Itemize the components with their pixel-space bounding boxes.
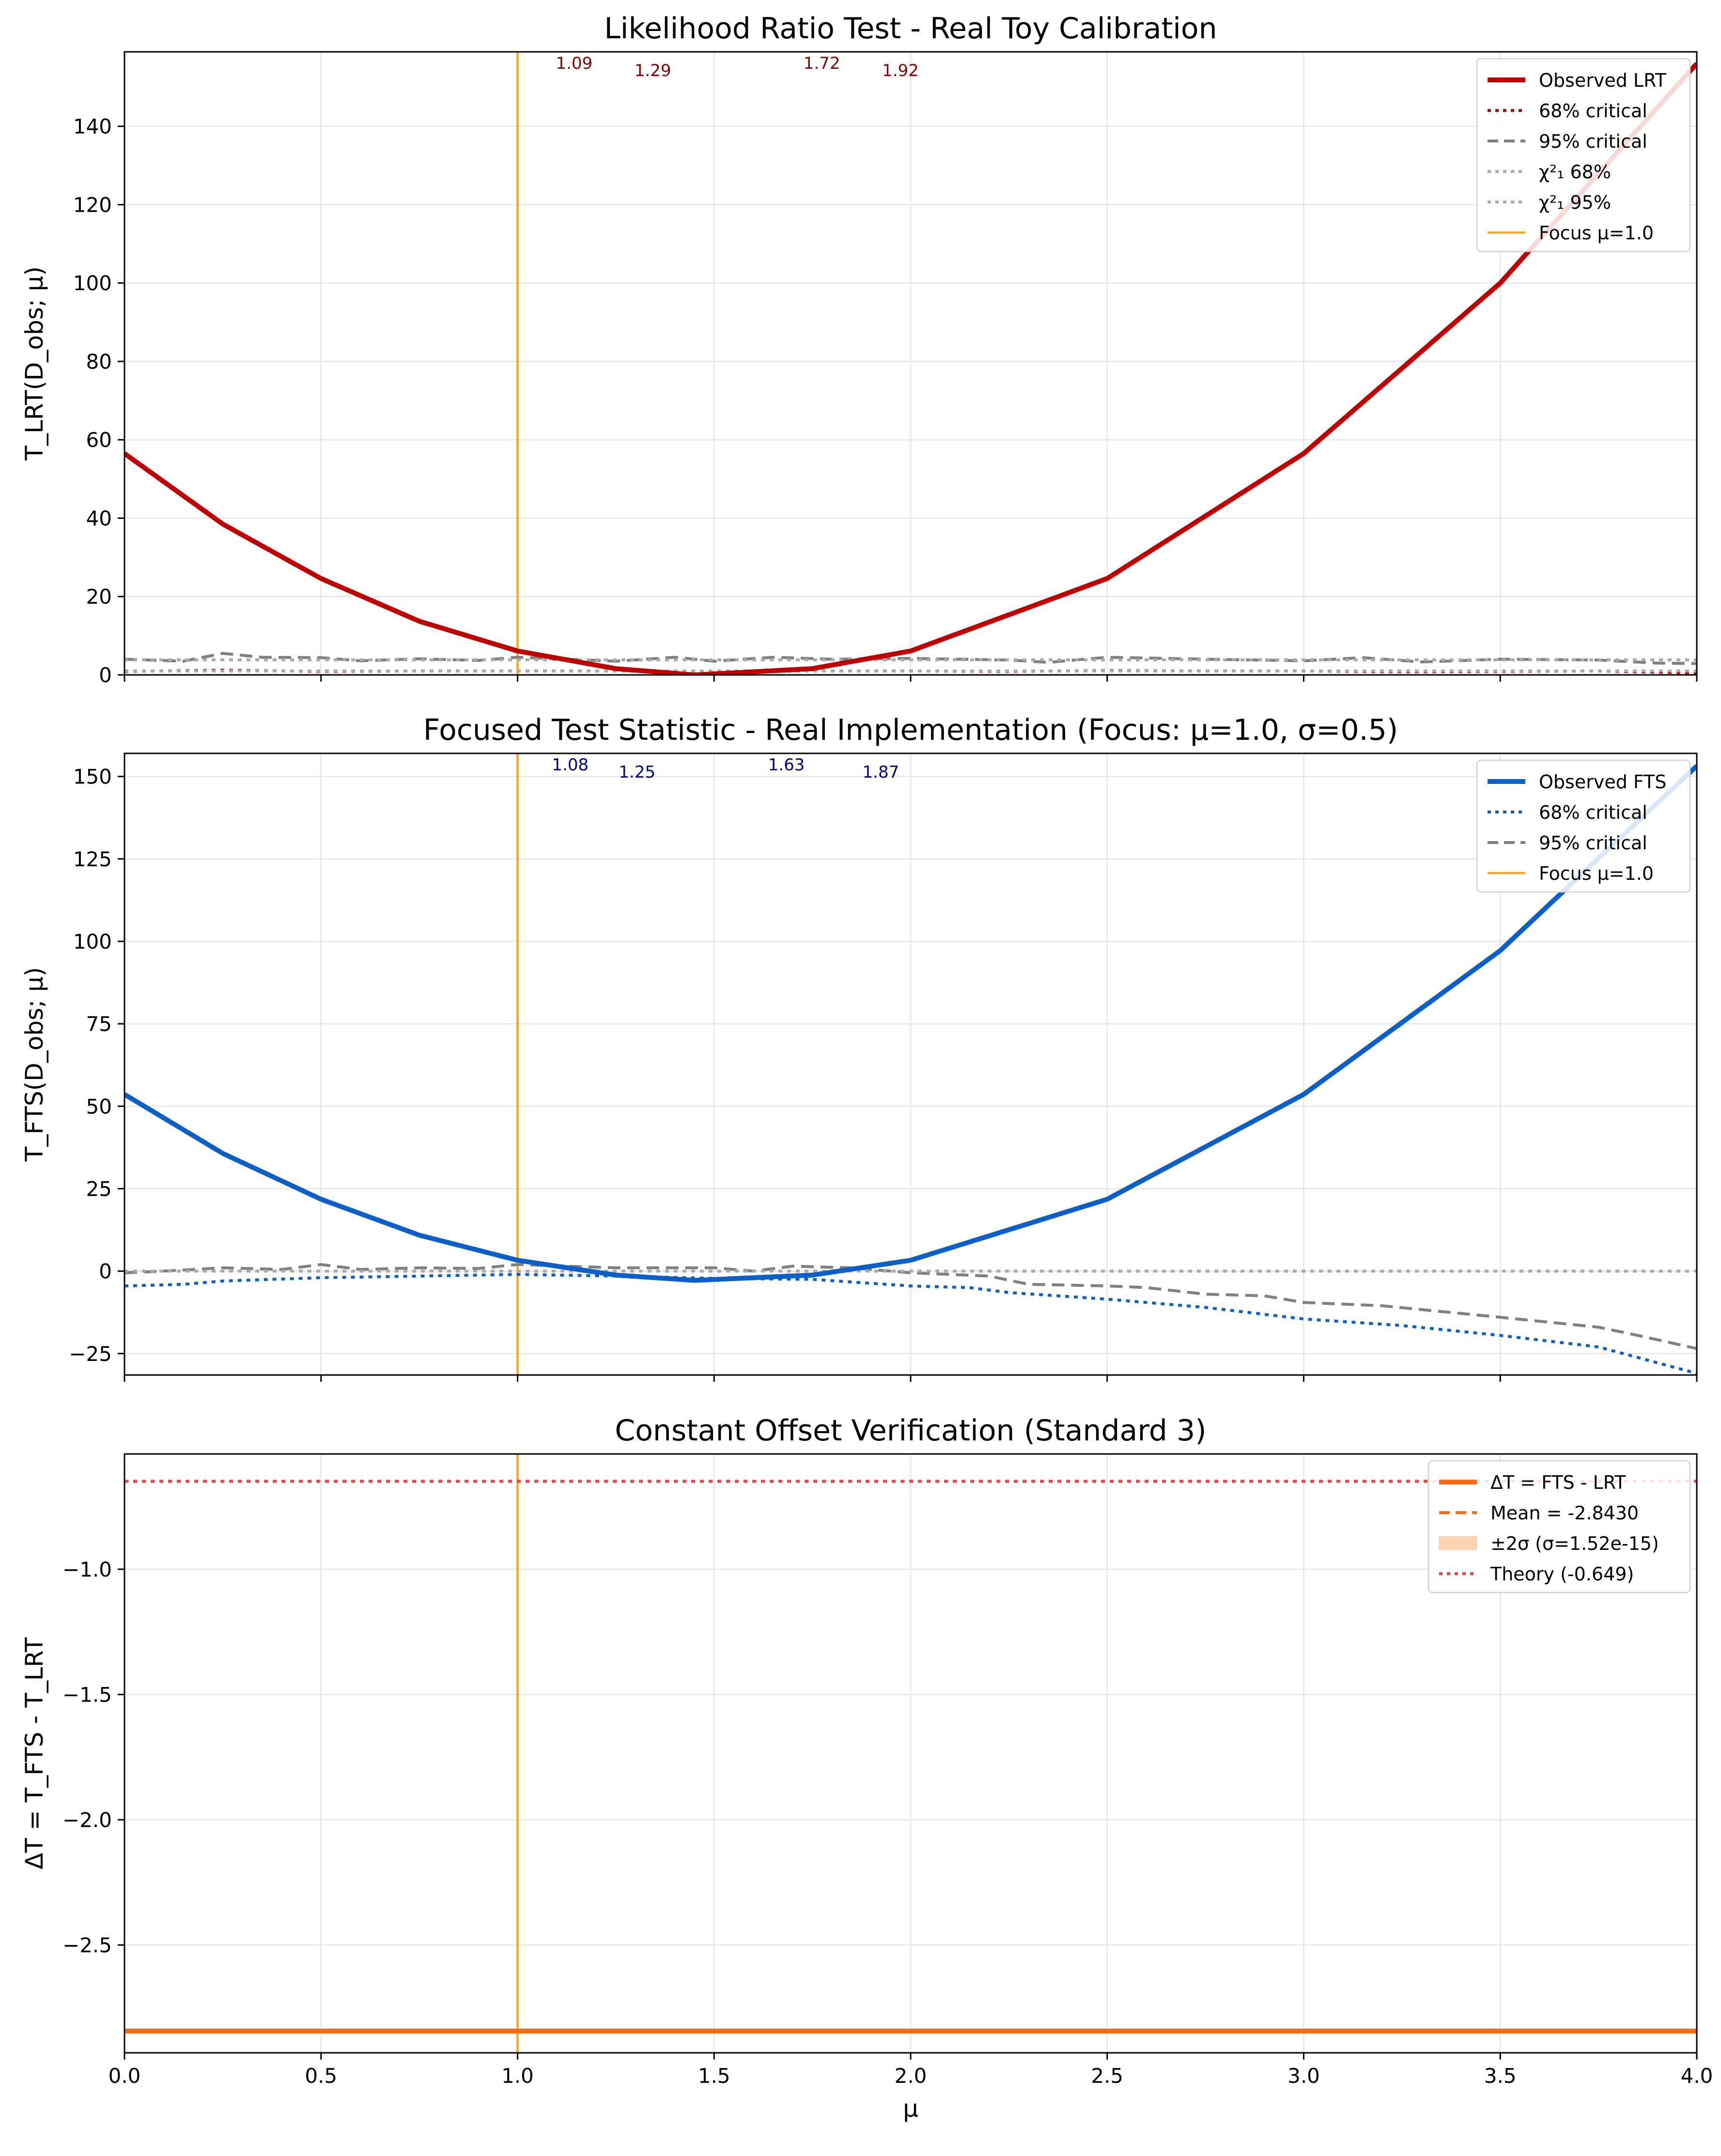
y-tick-label: 140	[73, 115, 112, 139]
panel-title: Focused Test Statistic - Real Implementa…	[423, 713, 1398, 747]
x-tick-label: 4.0	[1681, 2064, 1713, 2088]
legend-label: 68% critical	[1539, 100, 1647, 122]
plot-area	[124, 753, 1697, 1375]
interval-label: 1.63	[768, 755, 805, 775]
interval-label: 1.08	[552, 755, 589, 775]
legend-label: Mean = -2.8430	[1490, 1502, 1639, 1524]
interval-label: 1.87	[863, 763, 899, 782]
legend-label: Observed LRT	[1539, 70, 1667, 91]
panel-2: 1.08 1.25 1.63 1.87 −25 0 25 50 75 100 125 150 Focus…	[20, 713, 1698, 1382]
legend-label: Focus μ=1.0	[1539, 863, 1654, 884]
y-tick-label: −25	[69, 1342, 112, 1366]
interval-label: 1.72	[804, 54, 840, 73]
legend-label: Focus μ=1.0	[1539, 222, 1654, 244]
y-tick-label: 25	[86, 1177, 112, 1201]
y-tick-label: −1.0	[62, 1558, 112, 1581]
legend-label: χ²₁ 68%	[1539, 161, 1611, 183]
panel-title: Constant Offset Verification (Standard 3…	[615, 1414, 1206, 1448]
legend-label: 95% critical	[1539, 832, 1647, 854]
legend-label: χ²₁ 95%	[1539, 192, 1611, 213]
x-tick-label: 0.0	[109, 2064, 141, 2088]
y-tick-label: 40	[86, 506, 112, 530]
interval-label: 1.92	[882, 61, 919, 80]
y-tick-label: 0	[99, 663, 112, 687]
y-tick-label: 120	[73, 193, 112, 217]
y-tick-label: −2.0	[62, 1808, 112, 1832]
legend-label: ±2σ (σ=1.52e-15)	[1490, 1533, 1659, 1554]
y-tick-label: 0	[99, 1260, 112, 1283]
y-tick-label: 50	[86, 1094, 112, 1118]
x-tick-label: 2.0	[895, 2064, 927, 2088]
y-axis-label: T_LRT(D_obs; μ)	[20, 266, 48, 461]
y-tick-label: 80	[86, 350, 112, 374]
legend-box	[1476, 58, 1691, 252]
legend-label: 95% critical	[1539, 131, 1647, 152]
series-line-1	[124, 62, 1697, 675]
series-line-3	[124, 652, 1697, 665]
y-tick-label: 100	[73, 271, 112, 295]
plot-area	[124, 52, 1697, 675]
panel-title: Likelihood Ratio Test - Real Toy Calibra…	[604, 12, 1217, 46]
y-tick-label: 100	[73, 930, 112, 953]
series-line-1	[124, 764, 1697, 1283]
legend-label: Theory (-0.649)	[1490, 1563, 1634, 1585]
x-tick-label: 1.5	[698, 2064, 730, 2088]
panel-3: 0.0 0.5 1.0 1.5 2.0 2.5 3.0 3.5 4.0 −2.5 −2.0 −1.5 −…	[20, 1414, 1713, 2123]
y-axis-label: T_FTS(D_obs; μ)	[20, 967, 48, 1162]
legend: Observed FTS 68% critical 95% critical Focu…	[1476, 759, 1691, 893]
x-tick-label: 3.5	[1484, 2064, 1517, 2088]
x-tick-label: 2.5	[1091, 2064, 1123, 2088]
x-tick-label: 1.0	[501, 2064, 534, 2088]
legend-swatch	[1439, 1536, 1477, 1550]
x-tick-label: 3.0	[1287, 2064, 1320, 2088]
y-tick-label: 75	[86, 1012, 112, 1036]
y-axis-label: ΔT = T_FTS - T_LRT	[20, 1637, 48, 1869]
legend-label: Observed FTS	[1539, 771, 1666, 793]
y-tick-label: 20	[86, 585, 112, 609]
x-axis-label: μ	[903, 2094, 918, 2123]
legend-box	[1427, 1460, 1691, 1594]
legend-box	[1476, 759, 1691, 893]
y-tick-label: −2.5	[62, 1934, 112, 1957]
x-tick-label: 0.5	[305, 2064, 337, 2088]
interval-label: 1.09	[556, 54, 593, 73]
y-tick-label: 125	[73, 847, 112, 871]
series-line-2	[124, 1273, 1697, 1375]
legend: Observed LRT 68% critical 95% critical χ²₁ …	[1476, 58, 1691, 252]
interval-label: 1.29	[635, 61, 671, 80]
y-tick-label: −1.5	[62, 1683, 112, 1706]
interval-label: 1.25	[619, 763, 655, 782]
y-tick-label: 60	[86, 428, 112, 452]
panel-1: 1.09 1.29 1.72 1.92 0 20 40 60 80 100 120 140 Likeli…	[20, 12, 1698, 687]
legend-label: 68% critical	[1539, 802, 1647, 823]
legend: ΔT = FTS - LRT Mean = -2.8430 ±2σ (σ=1.52e…	[1427, 1460, 1691, 1594]
y-tick-label: 150	[73, 765, 112, 789]
legend-label: ΔT = FTS - LRT	[1490, 1472, 1626, 1493]
